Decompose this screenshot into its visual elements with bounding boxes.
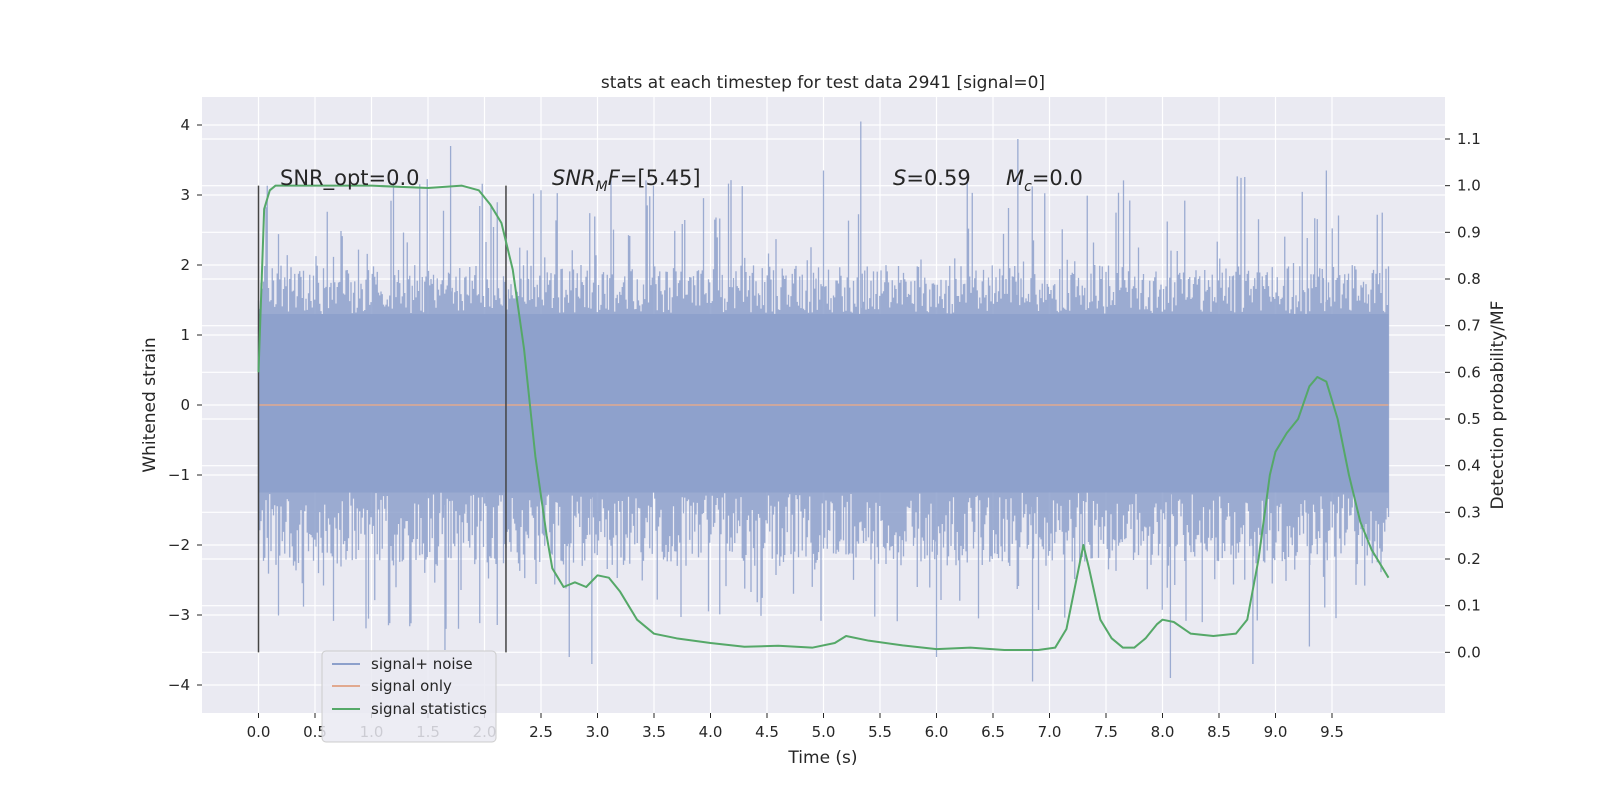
x-tick-label: 4.5 [755, 723, 779, 741]
y2-tick-label: 0.5 [1457, 410, 1481, 428]
y-tick-label: 3 [180, 186, 190, 204]
x-tick-label: 8.5 [1207, 723, 1231, 741]
legend-label-signal-statistics: signal statistics [371, 700, 487, 718]
x-tick-label: 7.0 [1038, 723, 1062, 741]
chart-title: stats at each timestep for test data 294… [601, 73, 1045, 93]
x-tick-label: 6.0 [925, 723, 949, 741]
y-tick-label: −2 [168, 536, 190, 554]
x-axis-label: Time (s) [787, 748, 857, 768]
y2-axis-label: Detection probability/MF [1488, 301, 1508, 510]
y-axis-label: Whitened strain [140, 337, 160, 472]
y-tick-label: 1 [180, 326, 190, 344]
x-tick-label: 5.0 [812, 723, 836, 741]
y-axis-ticks: −4 −3 −2 −1 0 1 2 3 4 [168, 116, 202, 694]
x-tick-label: 6.5 [981, 723, 1005, 741]
x-tick-label: 3.5 [642, 723, 666, 741]
legend-box [321, 650, 497, 743]
x-tick-label: 8.0 [1151, 723, 1175, 741]
y-tick-label: −1 [168, 466, 190, 484]
x-tick-label: 2.5 [529, 723, 553, 741]
x-tick-label: 0.0 [247, 723, 271, 741]
legend-label-signal-only: signal only [371, 677, 452, 695]
y2-tick-label: 0.7 [1457, 317, 1481, 335]
x-tick-label: 0.5 [303, 723, 327, 741]
y2-axis-ticks: 0.0 0.1 0.2 0.3 0.4 0.5 0.6 0.7 0.8 0.9 1.0 1.1 [1445, 130, 1481, 661]
legend: signal+ noise signal only signal statist… [321, 650, 497, 743]
y2-tick-label: 0.8 [1457, 270, 1481, 288]
series-signal-statistics [257, 184, 1390, 651]
x-tick-label: 3.0 [586, 723, 610, 741]
y-tick-label: 0 [180, 396, 190, 414]
annotation-snr-mf: SNRMF=[5.45] [552, 166, 701, 195]
y2-tick-label: 1.1 [1457, 130, 1481, 148]
y-tick-label: −4 [168, 676, 190, 694]
y2-tick-label: 0.2 [1457, 550, 1481, 568]
vertical-markers [257, 185, 507, 653]
annotation-s-value: S=0.59 [893, 166, 971, 190]
x-tick-label: 9.5 [1320, 723, 1344, 741]
y-tick-label: 4 [180, 116, 190, 134]
legend-label-signal-noise: signal+ noise [371, 655, 473, 673]
y-tick-label: −3 [168, 606, 190, 624]
annotation-snr-opt: SNR_opt=0.0 [280, 166, 420, 191]
x-tick-label: 4.0 [699, 723, 723, 741]
series-signal-noise [257, 121, 1390, 682]
y2-tick-label: 0.3 [1457, 503, 1481, 521]
x-tick-label: 9.0 [1264, 723, 1288, 741]
y2-tick-label: 1.0 [1457, 177, 1481, 195]
y2-tick-label: 0.6 [1457, 363, 1481, 381]
y2-tick-label: 0.0 [1457, 643, 1481, 661]
y2-tick-label: 0.9 [1457, 223, 1481, 241]
x-tick-label: 5.5 [868, 723, 892, 741]
annotation-mc-value: Mc=0.0 [1006, 166, 1083, 195]
signal-statistics-line [257, 184, 1390, 651]
y-tick-label: 2 [180, 256, 190, 274]
y2-tick-label: 0.1 [1457, 597, 1481, 615]
x-tick-label: 7.5 [1094, 723, 1118, 741]
y2-tick-label: 0.4 [1457, 457, 1481, 475]
